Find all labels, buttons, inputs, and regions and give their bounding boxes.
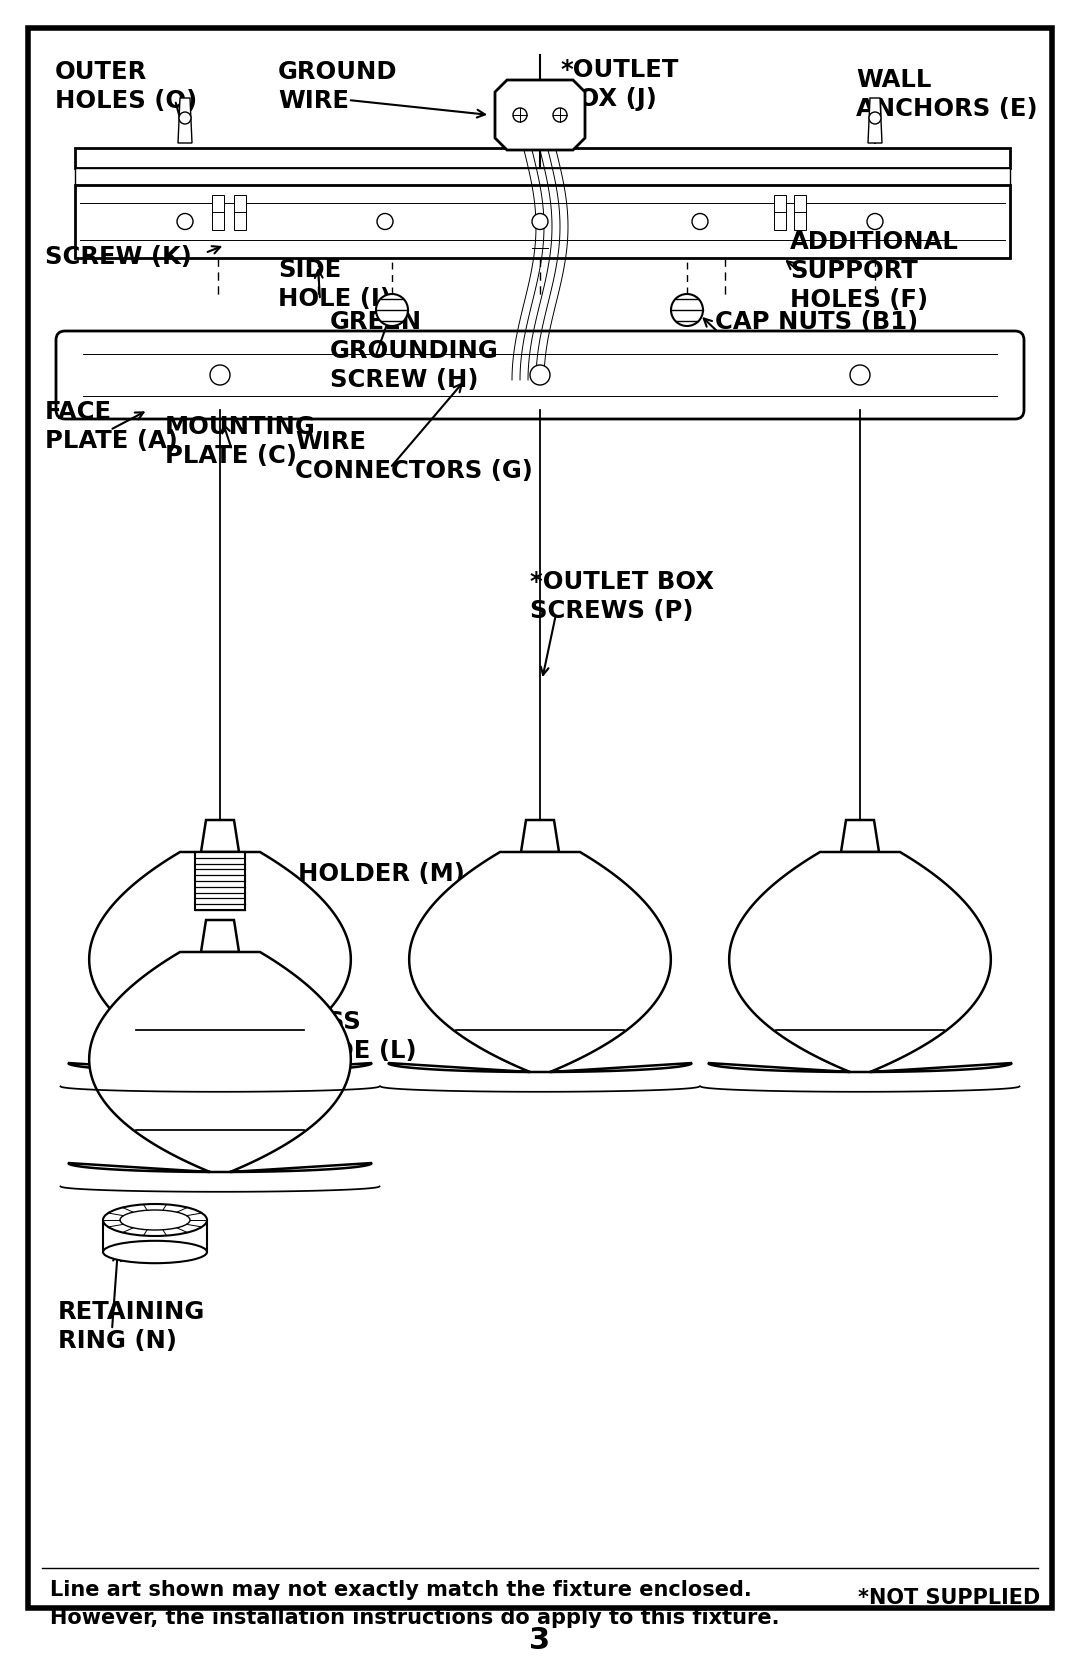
Circle shape	[377, 214, 393, 230]
Bar	[75, 149, 1010, 169]
Text: *OUTLET
BOX (J): *OUTLET BOX (J)	[561, 58, 678, 110]
Text: 3: 3	[529, 1626, 551, 1654]
Text: RETAINING
RING (N): RETAINING RING (N)	[58, 1300, 205, 1354]
Bar	[774, 195, 786, 230]
Circle shape	[513, 108, 527, 122]
Circle shape	[553, 108, 567, 122]
Polygon shape	[841, 819, 879, 851]
Ellipse shape	[120, 1210, 190, 1230]
FancyBboxPatch shape	[56, 330, 1024, 419]
Polygon shape	[68, 951, 372, 1172]
Text: HOLDER (M): HOLDER (M)	[298, 861, 464, 886]
Bar	[212, 195, 224, 230]
Circle shape	[532, 214, 548, 230]
Bar	[75, 169, 1010, 185]
Text: *NOT SUPPLIED: *NOT SUPPLIED	[858, 1587, 1040, 1607]
Text: *OUTLET BOX
SCREWS (P): *OUTLET BOX SCREWS (P)	[530, 571, 714, 623]
Polygon shape	[868, 98, 882, 144]
Circle shape	[869, 112, 881, 124]
Circle shape	[850, 366, 870, 386]
Text: SCREW (K): SCREW (K)	[45, 245, 192, 269]
Polygon shape	[495, 80, 585, 150]
Polygon shape	[178, 98, 192, 144]
Bar	[195, 851, 245, 910]
Polygon shape	[388, 851, 692, 1071]
Text: OUTER
HOLES (O): OUTER HOLES (O)	[55, 60, 198, 113]
Bar	[75, 185, 1010, 259]
Text: *GLASS
  SHADE (L): *GLASS SHADE (L)	[260, 1010, 417, 1063]
Circle shape	[376, 294, 408, 325]
Circle shape	[671, 294, 703, 325]
Text: WIRE
CONNECTORS (G): WIRE CONNECTORS (G)	[295, 431, 532, 482]
Circle shape	[210, 366, 230, 386]
Text: ADDITIONAL
SUPPORT
HOLES (F): ADDITIONAL SUPPORT HOLES (F)	[789, 230, 959, 312]
Polygon shape	[68, 851, 372, 1071]
Bar	[234, 195, 246, 230]
Bar	[794, 195, 806, 230]
Text: WALL
ANCHORS (E): WALL ANCHORS (E)	[856, 68, 1038, 120]
Text: Line art shown may not exactly match the fixture enclosed.: Line art shown may not exactly match the…	[50, 1581, 752, 1601]
Circle shape	[867, 214, 883, 230]
Ellipse shape	[103, 1240, 207, 1263]
Text: SIDE
HOLE (I): SIDE HOLE (I)	[278, 259, 391, 310]
Text: CAP NUTS (B1): CAP NUTS (B1)	[715, 310, 918, 334]
Circle shape	[692, 214, 708, 230]
Circle shape	[179, 112, 191, 124]
Circle shape	[177, 214, 193, 230]
Polygon shape	[201, 920, 239, 951]
Text: However, the installation instructions do apply to this fixture.: However, the installation instructions d…	[50, 1607, 780, 1627]
Ellipse shape	[103, 1203, 207, 1237]
Text: MOUNTING
PLATE (C): MOUNTING PLATE (C)	[165, 416, 315, 467]
Polygon shape	[521, 819, 559, 851]
Polygon shape	[201, 819, 239, 851]
Text: GREEN
GROUNDING
SCREW (H): GREEN GROUNDING SCREW (H)	[330, 310, 499, 392]
Text: GROUND
WIRE: GROUND WIRE	[278, 60, 397, 113]
Circle shape	[530, 366, 550, 386]
Polygon shape	[708, 851, 1012, 1071]
Text: FACE
PLATE (A): FACE PLATE (A)	[45, 401, 178, 452]
